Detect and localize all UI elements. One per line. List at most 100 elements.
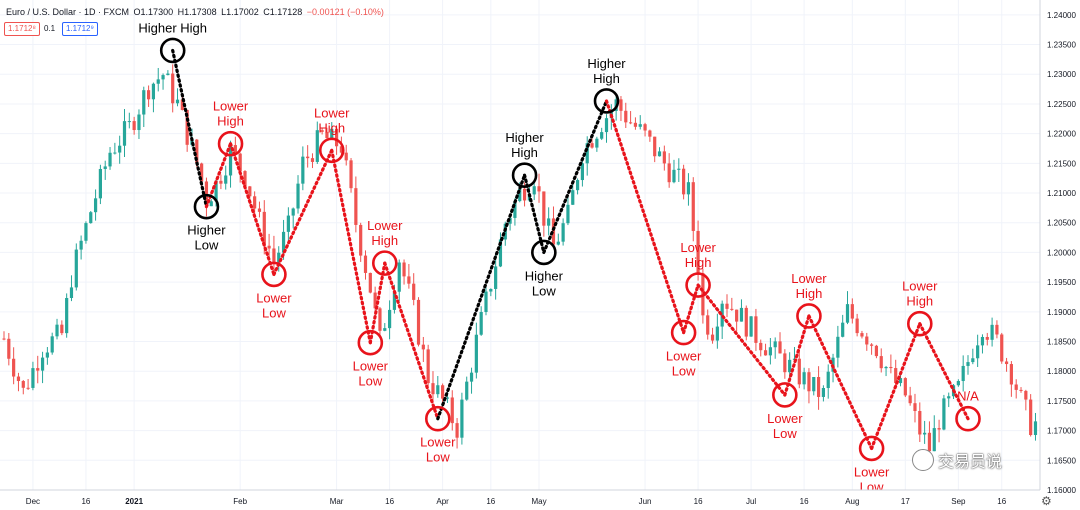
candle-body [648, 130, 652, 137]
x-tick-label: 16 [800, 497, 809, 506]
candle-body [450, 397, 454, 424]
swing-line [682, 283, 700, 335]
candle-body [262, 211, 266, 246]
candle-body [985, 336, 989, 340]
candle-body [691, 182, 695, 231]
candle-body [629, 122, 633, 124]
candle-body [445, 397, 450, 399]
swing-label: Lower [767, 411, 803, 426]
candle-body [388, 309, 392, 329]
swing-line [204, 142, 233, 209]
buy-button[interactable]: 1.1712⁹ [62, 22, 98, 36]
y-tick-label: 1.17500 [1047, 397, 1076, 406]
candle-body [2, 338, 6, 340]
candle-body [74, 249, 78, 288]
x-tick-label: May [531, 497, 546, 506]
candle-body [142, 90, 146, 115]
swing-circle [371, 250, 398, 276]
x-tick-label: 16 [694, 497, 703, 506]
x-axis[interactable]: Dec 16 2021 Feb Mar 16 Apr 16 May Jun 16 Jul 16 Aug 17… [0, 489, 1040, 510]
swing-line [783, 314, 811, 397]
candle-body [551, 218, 556, 245]
candle-body [474, 334, 478, 373]
swing-circle [593, 88, 620, 114]
candle-body [465, 381, 469, 400]
candle-body [682, 168, 686, 195]
candle-body [980, 336, 985, 346]
candle-body [788, 359, 792, 373]
swing-circle [955, 405, 981, 432]
candle-body [228, 145, 233, 176]
candle-body [884, 366, 888, 369]
candle-body [127, 121, 131, 123]
candle-body [903, 378, 907, 396]
swing-circle [858, 435, 885, 462]
candle-body [971, 358, 975, 363]
y-axis-background [1040, 0, 1080, 510]
candle-body [16, 376, 21, 382]
candle-body [759, 342, 763, 351]
candle-body [79, 240, 83, 250]
candle-body [171, 73, 175, 104]
x-tick-label: 16 [81, 497, 90, 506]
y-tick-label: 1.22000 [1047, 130, 1076, 139]
y-tick-label: 1.22500 [1047, 100, 1076, 109]
candle-body [26, 387, 30, 389]
candle-body [1014, 384, 1018, 390]
candle-body [257, 208, 262, 212]
x-tick-label: Sep [951, 497, 966, 506]
candle-body [460, 399, 464, 438]
swing-label: Lower [666, 349, 702, 364]
symbol-title[interactable]: Euro / U.S. Dollar · 1D · FXCM [6, 7, 130, 17]
swing-labels: Higher HighHigherLowLowerHighLowerLowLow… [138, 20, 979, 494]
candle-body [98, 168, 102, 199]
swing-lines [171, 48, 970, 451]
candle-body [744, 307, 748, 337]
grid-lines [0, 0, 1040, 491]
swing-label: Higher High [138, 20, 207, 35]
candle-body [797, 358, 801, 385]
candle-body [359, 224, 363, 256]
candle-body [469, 372, 474, 382]
candle-body [248, 186, 252, 197]
candle-body [542, 191, 546, 226]
candle-body [416, 299, 421, 345]
candle-body [320, 130, 324, 132]
candle-body [508, 217, 512, 224]
candle-body [816, 377, 821, 397]
wechat-logo-icon [912, 449, 934, 471]
x-tick-label: Feb [233, 497, 247, 506]
candle-body [93, 198, 98, 213]
candle-body [397, 262, 401, 292]
candle-body [532, 186, 536, 195]
candle-body [277, 252, 281, 263]
candle-body [402, 262, 406, 277]
candle-body [50, 336, 54, 353]
candle-body [383, 328, 387, 331]
candle-body [855, 318, 859, 334]
candle-body [373, 292, 377, 309]
candle-body [339, 146, 343, 153]
candle-body [219, 180, 223, 184]
candle-body [267, 245, 271, 249]
candle-body [185, 109, 189, 145]
candle-body [913, 403, 917, 412]
candle-body [243, 171, 247, 187]
swing-label: N/A [957, 389, 979, 404]
x-tick-label: Mar [330, 497, 344, 506]
swing-circle [685, 272, 711, 298]
x-tick-label: Dec [26, 497, 40, 506]
candle-body [137, 114, 141, 131]
candle-body [812, 377, 816, 392]
gear-icon[interactable]: ⚙ [1041, 494, 1052, 508]
candle-body [956, 381, 960, 386]
swing-label: Low [195, 238, 219, 253]
sell-button[interactable]: 1.1712⁸ [4, 22, 40, 36]
candle-body [108, 152, 112, 167]
y-axis[interactable]: 1.24000 1.23500 1.23000 1.22500 1.22000 1.215… [1039, 0, 1080, 510]
swing-label: Lower [854, 464, 890, 479]
x-tick-label: Aug [845, 497, 859, 506]
candle-body [1019, 389, 1023, 391]
candle-body [908, 395, 912, 404]
